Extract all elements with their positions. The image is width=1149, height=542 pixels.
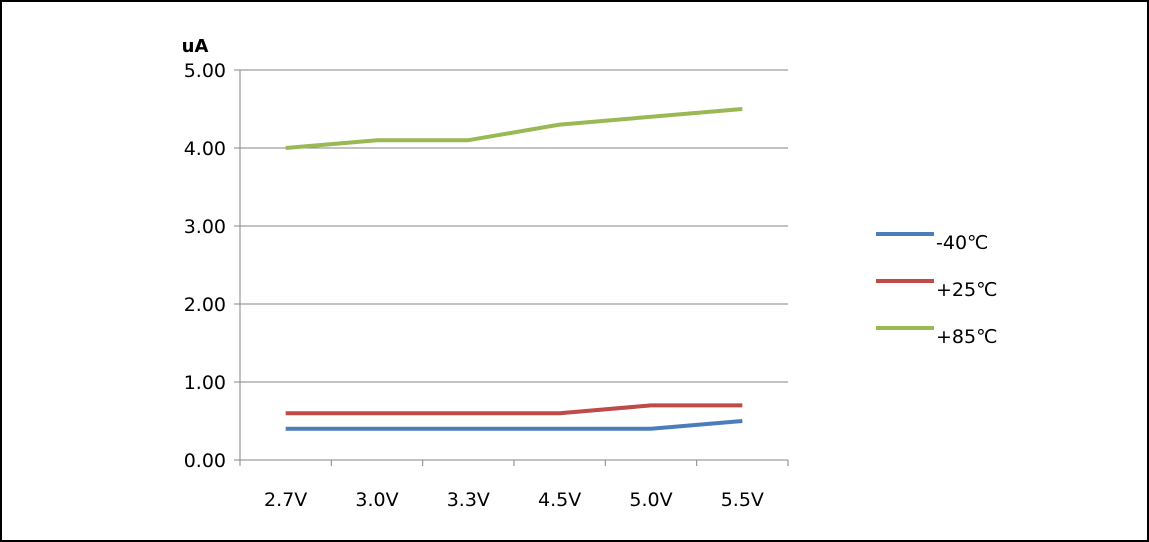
series-line-1	[285, 419, 743, 431]
axes: 0.00 1.00 2.00 3.00 4.00 5.00 2.7V 3.0V 3.3V 4.5V…	[184, 60, 789, 511]
legend-label: +85℃	[936, 326, 997, 348]
series-lines	[285, 107, 743, 431]
series-line-2	[285, 403, 743, 416]
y-tick-label: 0.00	[184, 450, 226, 472]
x-tick-label: 5.5V	[721, 489, 764, 511]
x-tick-label: 3.0V	[355, 489, 398, 511]
y-axis-unit-label: uA	[182, 36, 209, 57]
x-tick-label: 5.0V	[629, 489, 672, 511]
gridlines	[240, 69, 788, 383]
legend: -40℃ +25℃ +85℃	[876, 232, 997, 348]
series-line-3	[285, 107, 743, 150]
legend-label: +25℃	[936, 279, 997, 301]
y-tick-label: 4.00	[184, 138, 226, 160]
x-tick-label: 3.3V	[447, 489, 490, 511]
y-tick-label: 2.00	[184, 294, 226, 316]
x-tick-label: 4.5V	[538, 489, 581, 511]
y-tick-label: 1.00	[184, 372, 226, 394]
legend-label: -40℃	[936, 232, 988, 254]
y-tick-label: 5.00	[184, 60, 226, 82]
y-tick-label: 3.00	[184, 216, 226, 238]
x-tick-label: 2.7V	[264, 489, 307, 511]
